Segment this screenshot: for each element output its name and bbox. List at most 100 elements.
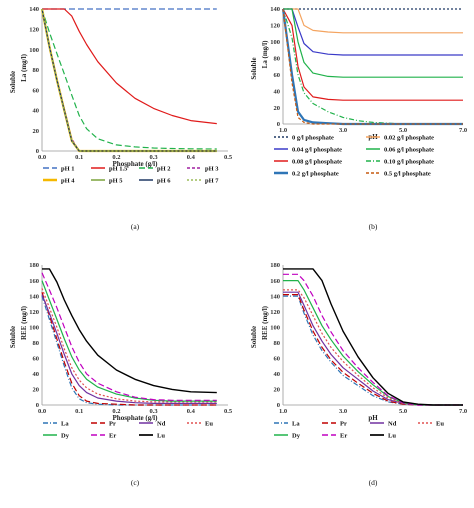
y-tick-label: 60	[33, 87, 40, 94]
series-line-5	[41, 280, 217, 402]
series-line-7	[281, 8, 463, 126]
series-line-1	[283, 295, 463, 406]
chart-panel-3: 0 20 40 60 80 100 120 140 160 180 0.0 0.1 0.2 0.3 0.4 0…	[9, 262, 233, 487]
y-tick-label: 60	[274, 356, 281, 363]
y-tick-label: 140	[270, 293, 280, 300]
y-tick-label: 80	[274, 55, 281, 62]
legend-label: pH 6	[157, 177, 171, 184]
x-tick-label: 7.0	[459, 127, 467, 134]
series-line-6	[283, 273, 463, 406]
x-axis-label: pH	[368, 414, 378, 422]
x-axis-label: Phosphate (g/l)	[113, 160, 159, 168]
legend-label: pH 1.5	[109, 165, 128, 172]
legend-label: 0.04 g/l phosphate	[292, 146, 342, 153]
x-tick-label: 7.0	[459, 408, 467, 415]
y-tick-label: 40	[274, 88, 281, 95]
panel-label: (c)	[131, 478, 140, 487]
y-tick-label: 80	[274, 340, 281, 347]
legend-label: pH 3	[205, 165, 219, 172]
y-tick-label: 20	[274, 105, 281, 112]
x-tick-label: 0.4	[187, 154, 196, 161]
legend-label: 0.06 g/l phosphate	[384, 146, 434, 153]
series-line-2	[41, 292, 217, 406]
y-tick-label: 120	[270, 309, 280, 316]
y-tick-label: 0	[277, 402, 280, 409]
series-line-8	[41, 8, 217, 152]
x-tick-label: 0.4	[187, 408, 196, 415]
y-tick-label: 40	[33, 108, 40, 115]
y-tick-label: 140	[29, 6, 39, 13]
y-tick-label: 60	[274, 72, 281, 79]
legend-label: Er	[109, 432, 116, 439]
series-line-4	[41, 288, 217, 403]
x-tick-label: 1.0	[279, 127, 287, 134]
legend-label: Eu	[205, 420, 213, 427]
series-line-5	[283, 280, 463, 406]
legend-label: Pr	[109, 420, 116, 427]
panel-label: (b)	[369, 222, 378, 231]
legend-label: 0.10 g/l phosphate	[384, 158, 434, 165]
series-line-1	[41, 295, 217, 406]
panel-label: (a)	[131, 222, 140, 231]
x-axis-label: Phosphate (g/l)	[113, 414, 159, 422]
legend-label: pH 7	[205, 177, 219, 184]
y-axis-label-prefix: Soluble	[9, 71, 17, 93]
y-tick-label: 0	[36, 148, 39, 155]
legend-label: 0.2 g/l phosphate	[292, 170, 339, 177]
y-tick-label: 120	[270, 23, 280, 30]
legend-label: Lu	[388, 432, 396, 439]
series-line-3	[41, 294, 217, 404]
legend-label: pH 1	[61, 165, 75, 172]
y-tick-label: 20	[274, 387, 281, 394]
legend-label: Nd	[157, 420, 166, 427]
x-tick-label: 1.0	[279, 408, 287, 415]
y-tick-label: 160	[270, 278, 280, 285]
y-tick-label: 100	[29, 324, 39, 331]
series-line-6	[41, 272, 217, 401]
series-line-7	[42, 268, 217, 394]
x-tick-label: 0.3	[150, 154, 159, 161]
y-axis-label: REE (mg/l)	[261, 305, 269, 340]
x-tick-label: 3.0	[339, 127, 347, 134]
chart-panel-4: 0 20 40 60 80 100 120 140 160 180 1.0 3.0 5.0 7.0 pH RE…	[250, 262, 467, 487]
y-tick-label: 180	[270, 262, 280, 269]
x-tick-label: 5.0	[399, 408, 407, 415]
y-axis-label: La (mg/l)	[20, 53, 28, 81]
y-tick-label: 60	[33, 356, 40, 363]
legend-label: Dy	[292, 432, 301, 439]
y-axis-label-prefix: Soluble	[9, 326, 17, 348]
x-tick-label: 0.3	[150, 408, 159, 415]
y-tick-label: 100	[29, 47, 39, 54]
y-tick-label: 160	[29, 278, 39, 285]
legend-label: pH 2	[157, 165, 171, 172]
series-line-7	[283, 268, 463, 406]
y-tick-label: 20	[33, 387, 40, 394]
series-line-5	[40, 8, 217, 153]
series-line-2	[42, 8, 217, 125]
y-tick-label: 180	[29, 262, 39, 269]
y-tick-label: 120	[29, 26, 39, 33]
x-tick-label: 0.0	[38, 408, 46, 415]
legend-label: Lu	[157, 432, 165, 439]
x-tick-label: 0.5	[224, 154, 233, 161]
series-line-4	[283, 289, 463, 406]
y-tick-label: 40	[33, 371, 40, 378]
y-axis-label-prefix: Soluble	[250, 57, 258, 79]
x-tick-label: 0.2	[112, 154, 120, 161]
legend-label: Eu	[436, 420, 444, 427]
legend-label: 0.02 g/l phosphate	[384, 134, 434, 141]
y-tick-label: 80	[33, 67, 40, 74]
series-line-4	[283, 8, 463, 78]
y-tick-label: 100	[270, 324, 280, 331]
series-line-2	[283, 8, 463, 34]
y-axis-label: La (mg/l)	[261, 40, 269, 68]
series-line-8	[282, 8, 463, 125]
legend-label: Dy	[61, 432, 70, 439]
legend-label: Pr	[340, 420, 347, 427]
y-tick-label: 40	[274, 371, 281, 378]
x-tick-label: 0.1	[75, 408, 83, 415]
legend-label: Nd	[388, 420, 397, 427]
legend-label: 0.5 g/l phosphate	[384, 170, 431, 177]
chart-panel-1: 0 20 40 60 80 100 120 140 0.0 0.1 0.2 0.3 0.4 0.5 Phos…	[9, 6, 233, 231]
